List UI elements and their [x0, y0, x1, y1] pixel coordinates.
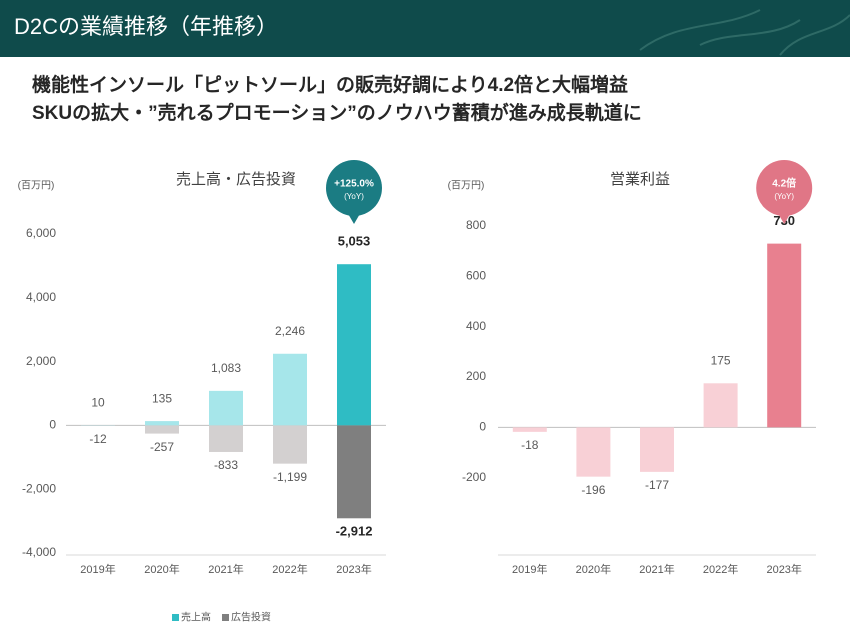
data-label: -12 [89, 432, 107, 446]
data-label: -177 [645, 478, 669, 492]
y-tick-label: 600 [466, 269, 486, 283]
header-title: D2Cの業績推移（年推移） [14, 14, 278, 39]
chart-title: 売上高・広告投資 [176, 171, 296, 188]
bar [209, 425, 243, 452]
x-tick-label: 2020年 [144, 562, 179, 576]
badge-sub: (YoY) [344, 192, 364, 201]
y-axis-unit: (百万円) [448, 180, 485, 192]
x-tick-label: 2020年 [576, 562, 611, 576]
bar [337, 264, 371, 425]
x-tick-label: 2019年 [512, 562, 547, 576]
legend-label: 売上高 [181, 611, 211, 624]
data-label: 1,083 [211, 361, 241, 375]
x-tick-label: 2023年 [336, 562, 371, 576]
data-label: 175 [711, 353, 731, 367]
y-tick-label: -4,000 [22, 545, 56, 559]
data-label: -833 [214, 458, 238, 472]
badge-text: 4.2倍 [772, 177, 796, 190]
x-tick-label: 2019年 [80, 562, 115, 576]
data-label: 135 [152, 391, 172, 405]
bar [640, 427, 674, 472]
y-tick-label: -2,000 [22, 481, 56, 495]
x-tick-label: 2021年 [639, 562, 674, 576]
x-tick-label: 2021年 [208, 562, 243, 576]
data-label: 5,053 [338, 234, 371, 249]
data-label: -18 [521, 438, 539, 452]
bar [337, 425, 371, 518]
legend-swatch [172, 614, 179, 621]
bar [704, 383, 738, 427]
data-label: -1,199 [273, 470, 307, 484]
bar [273, 354, 307, 426]
y-tick-label: -200 [462, 470, 486, 484]
y-tick-label: 200 [466, 369, 486, 383]
bar [767, 244, 801, 428]
data-label: 2,246 [275, 324, 305, 338]
y-tick-label: 400 [466, 319, 486, 333]
y-tick-label: 4,000 [26, 290, 56, 304]
y-tick-label: 0 [479, 420, 486, 434]
bar [576, 427, 610, 476]
chart-title: 営業利益 [610, 171, 670, 188]
x-tick-label: 2022年 [272, 562, 307, 576]
y-tick-label: 0 [49, 418, 56, 432]
bar [145, 421, 179, 425]
bar [513, 427, 547, 432]
headline: SKUの拡大・”売れるプロモーション”のノウハウ蓄積が進み成長軌道に [32, 101, 642, 124]
legend-swatch [222, 614, 229, 621]
badge-text: +125.0% [334, 179, 374, 190]
y-tick-label: 800 [466, 218, 486, 232]
y-tick-label: 6,000 [26, 226, 56, 240]
legend-label: 広告投資 [231, 611, 271, 624]
x-tick-label: 2023年 [766, 562, 801, 576]
data-label: -2,912 [336, 524, 373, 539]
data-label: -196 [581, 483, 605, 497]
y-tick-label: 2,000 [26, 354, 56, 368]
data-label: 10 [91, 395, 105, 409]
bar [273, 425, 307, 463]
y-axis-unit: (百万円) [18, 180, 55, 192]
badge-sub: (YoY) [774, 192, 794, 201]
bar [145, 425, 179, 433]
data-label: -257 [150, 440, 174, 454]
headline: 機能性インソール「ピットソール」の販売好調により4.2倍と大幅増益 [32, 73, 628, 96]
x-tick-label: 2022年 [703, 562, 738, 576]
bar [209, 391, 243, 426]
